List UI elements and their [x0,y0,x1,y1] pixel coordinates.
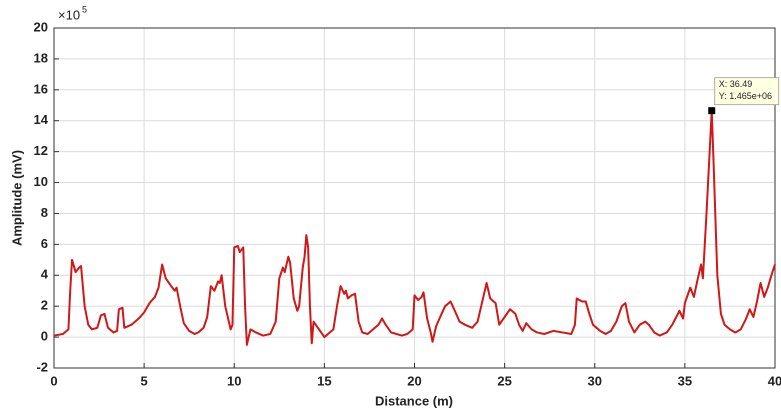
y-axis-label: Amplitude (mV) [9,150,24,246]
y-tick-label: 14 [34,112,49,127]
x-tick-label: 20 [407,373,421,388]
x-tick-label: 40 [768,373,781,388]
y-tick-label: 12 [34,143,48,158]
x-tick-label: 35 [678,373,692,388]
x-tick-label: 10 [227,373,241,388]
data-tip-marker [708,107,716,115]
data-tip-box [714,77,780,106]
x-tick-label: 25 [497,373,511,388]
y-tick-label: 18 [34,50,48,65]
x-axis-label: Distance (m) [375,393,453,408]
y-exponent-base: ×10 [58,7,80,22]
x-tick-label: 5 [141,373,148,388]
data-tip-x: X: 36.49 [719,79,753,89]
y-tick-label: 8 [41,205,48,220]
x-tick-label: 30 [588,373,602,388]
y-tick-label: 20 [34,19,48,34]
data-line [53,109,776,346]
x-tick-label: 15 [317,373,331,388]
y-tick-label: 2 [41,298,48,313]
y-tick-label: 10 [34,174,48,189]
y-tick-label: 4 [41,267,49,282]
y-tick-label: -2 [36,359,48,374]
x-tick-label: 0 [50,373,57,388]
plot-frame [53,27,776,369]
data-tip-y: Y: 1.465e+06 [719,91,772,101]
y-exponent-power: 5 [82,4,87,14]
y-tick-label: 6 [41,236,48,251]
y-tick-label: 0 [41,329,48,344]
y-tick-label: 16 [34,81,48,96]
